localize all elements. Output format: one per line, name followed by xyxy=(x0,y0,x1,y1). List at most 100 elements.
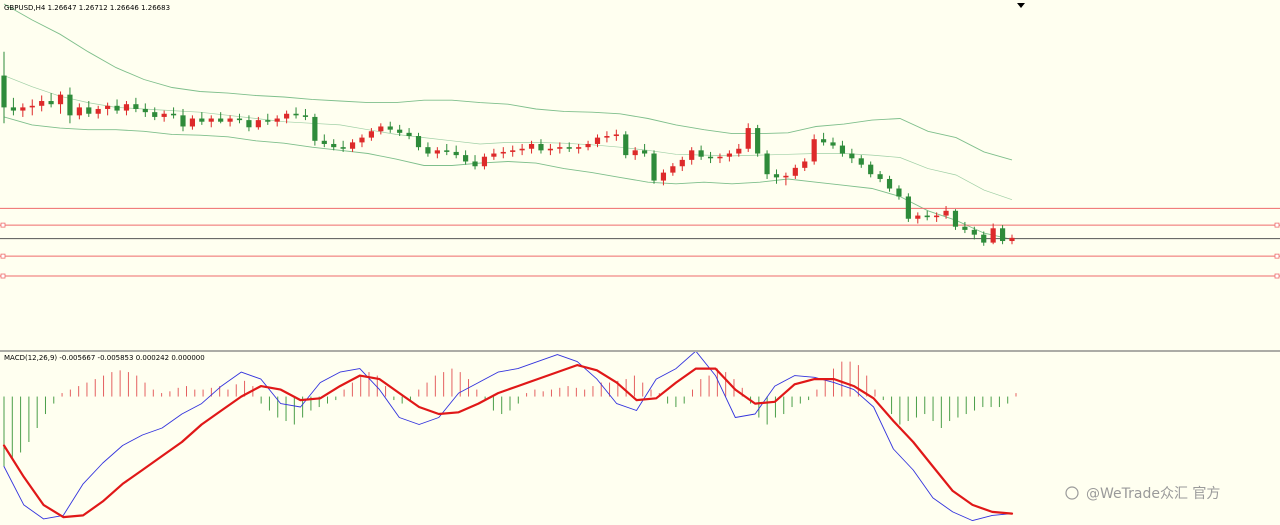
bull-candle xyxy=(594,137,601,144)
bull-candle xyxy=(528,143,535,149)
bull-candle xyxy=(585,143,591,148)
bull-candle xyxy=(670,166,676,173)
level-handle-left[interactable] xyxy=(0,222,6,228)
level-handle-left[interactable] xyxy=(0,253,6,259)
bear-candle xyxy=(858,158,864,165)
macd-histogram xyxy=(3,361,1017,467)
level-handle-right[interactable] xyxy=(1274,253,1280,259)
level-handle-right[interactable] xyxy=(1274,273,1280,279)
bull-candle xyxy=(689,150,695,160)
bear-candle xyxy=(952,210,959,227)
bear-candle xyxy=(999,228,1006,242)
bull-candle xyxy=(717,156,723,159)
bear-candle xyxy=(773,174,780,178)
bull-candle xyxy=(934,215,940,218)
bull-candle xyxy=(783,175,789,178)
bear-candle xyxy=(10,107,17,111)
bear-candle xyxy=(755,128,761,154)
bear-candle xyxy=(642,150,648,154)
bear-candle xyxy=(152,112,158,117)
bear-candle xyxy=(218,118,224,122)
bear-candle xyxy=(425,147,431,154)
bear-candle xyxy=(142,108,148,113)
watermark: @WeTrade众汇 官方 xyxy=(1065,486,1220,502)
bull-candle xyxy=(632,150,638,156)
bull-candle xyxy=(57,94,64,105)
bear-candle xyxy=(236,118,243,121)
bear-candle xyxy=(1,75,7,108)
watermark-text: @WeTrade众汇 官方 xyxy=(1086,486,1220,502)
macd-lines xyxy=(2,352,1014,522)
bull-candle xyxy=(29,105,35,108)
bull-candle xyxy=(613,134,619,137)
bear-candle xyxy=(133,104,139,109)
bear-candle xyxy=(302,115,309,117)
watermark-logo-icon xyxy=(1065,486,1079,500)
bear-candle xyxy=(877,174,883,179)
level-handle-right[interactable] xyxy=(1274,222,1280,228)
signal-line xyxy=(2,364,1014,519)
bull-candle xyxy=(1009,237,1015,242)
bull-candle xyxy=(491,153,497,157)
bear-candle xyxy=(764,153,770,175)
bear-candle xyxy=(472,161,478,167)
bull-candle xyxy=(990,228,996,243)
horizontal-levels xyxy=(0,207,1280,279)
bull-candle xyxy=(557,147,563,149)
bull-candle xyxy=(368,131,374,138)
bear-candle xyxy=(896,188,902,197)
bull-candle xyxy=(792,167,798,176)
bull-candle xyxy=(434,150,440,154)
bull-candle xyxy=(189,118,196,127)
bear-candle xyxy=(406,132,412,137)
bull-candle xyxy=(736,148,742,154)
bear-candle xyxy=(170,113,177,116)
candlesticks xyxy=(1,51,1015,246)
bear-candle xyxy=(651,153,657,181)
bull-candle xyxy=(95,108,101,114)
bear-candle xyxy=(707,156,714,159)
bear-candle xyxy=(340,147,346,149)
bull-candle xyxy=(726,153,732,157)
bull-candle xyxy=(123,104,130,111)
bull-candle xyxy=(802,161,808,168)
bear-candle xyxy=(839,145,846,154)
bull-candle xyxy=(660,172,667,181)
bear-candle xyxy=(67,94,73,116)
bull-candle xyxy=(378,126,384,132)
bull-candle xyxy=(284,113,290,119)
bear-candle xyxy=(698,150,704,157)
bear-candle xyxy=(48,101,54,105)
bear-candle xyxy=(265,120,271,122)
bear-candle xyxy=(321,140,327,144)
chart-shift-marker-icon[interactable] xyxy=(1017,3,1025,8)
band-upper-line xyxy=(3,3,1013,161)
bull-candle xyxy=(208,118,214,122)
bull-candle xyxy=(274,118,280,122)
bull-candle xyxy=(547,148,553,151)
bull-candle xyxy=(161,113,167,117)
bull-candle xyxy=(943,210,949,216)
bear-candle xyxy=(114,105,120,111)
bull-candle xyxy=(20,107,26,111)
macd-panel xyxy=(2,352,1017,522)
bear-candle xyxy=(331,143,337,148)
bull-candle xyxy=(576,147,582,149)
bear-candle xyxy=(453,151,459,156)
bull-candle xyxy=(519,148,525,151)
bull-candle xyxy=(255,120,261,128)
macd-panel-label: MACD(12,26,9) -0.005667 -0.005853 0.0002… xyxy=(4,354,205,362)
level-handle-left[interactable] xyxy=(0,273,6,279)
bull-candle xyxy=(811,139,817,162)
bull-candle xyxy=(679,159,685,167)
bear-candle xyxy=(463,155,469,162)
bear-candle xyxy=(180,115,186,127)
price-panel xyxy=(0,3,1280,279)
bear-candle xyxy=(199,118,205,122)
bear-candle xyxy=(830,142,836,146)
bear-candle xyxy=(387,126,393,130)
bear-candle xyxy=(566,147,572,149)
